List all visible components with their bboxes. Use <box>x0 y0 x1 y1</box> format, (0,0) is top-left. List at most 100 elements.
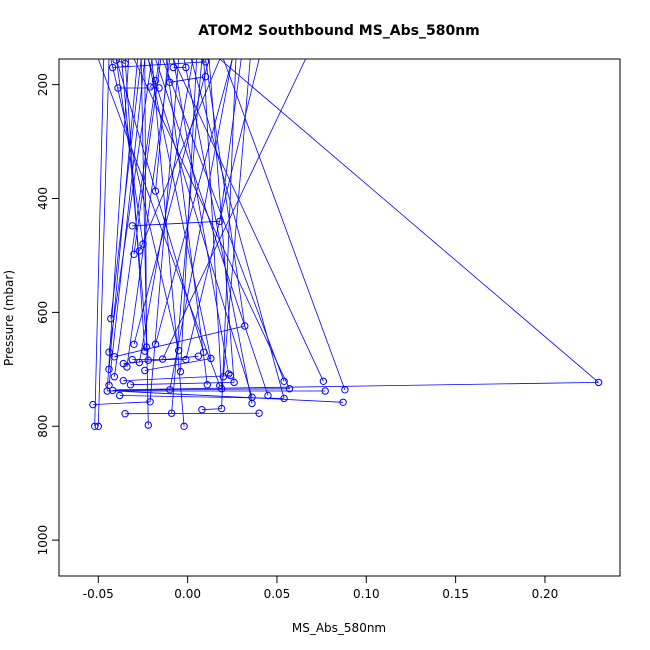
profile-line-segment <box>110 59 180 351</box>
y-tick-label: 600 <box>36 301 50 324</box>
data-point-marker <box>94 422 103 430</box>
profile-line-segment <box>92 401 151 405</box>
y-tick-label: 1000 <box>36 525 50 556</box>
profile-line-segment <box>180 59 197 372</box>
profile-line-segment <box>147 59 212 359</box>
chart-title: ATOM2 Southbound MS_Abs_580nm <box>198 23 480 39</box>
data-point-marker <box>135 358 144 367</box>
data-point-marker <box>339 398 347 406</box>
data-point-marker <box>200 348 208 356</box>
data-point-marker <box>203 381 212 389</box>
data-point-marker <box>107 314 115 323</box>
profile-line-segment <box>169 76 206 83</box>
data-point-marker <box>128 222 137 230</box>
profile-line-segment <box>116 382 599 391</box>
series-layer <box>89 59 603 430</box>
y-axis-label: Pressure (mbar) <box>2 270 16 366</box>
data-point-marker <box>144 421 153 429</box>
y-tick-label: 800 <box>36 415 50 438</box>
data-point-marker <box>108 386 117 395</box>
profile-line-segment <box>140 59 149 426</box>
x-tick-label: 0.05 <box>264 587 291 601</box>
data-point-marker <box>126 381 135 389</box>
data-point-marker <box>146 83 154 91</box>
x-axis: -0.05 0.00 0.05 0.10 0.15 0.20 <box>83 575 558 601</box>
data-point-marker <box>241 322 249 330</box>
profile-line-segment <box>112 61 206 68</box>
data-point-marker <box>180 422 188 430</box>
data-point-marker <box>121 59 129 68</box>
profile-line-segment <box>97 59 221 386</box>
data-point-marker <box>105 381 113 389</box>
data-point-marker <box>201 73 210 81</box>
profile-line-segment <box>144 358 211 371</box>
x-tick-label: 0.00 <box>174 587 201 601</box>
data-point-marker <box>201 59 210 66</box>
x-axis-label: MS_Abs_580nm <box>292 621 386 635</box>
data-point-marker <box>119 359 128 368</box>
data-point-marker <box>105 365 113 373</box>
data-point-marker <box>166 78 174 87</box>
profile-line-segment <box>114 325 245 358</box>
data-point-marker <box>141 366 149 375</box>
data-point-marker <box>139 240 147 248</box>
profile-line-segment <box>132 220 220 227</box>
data-point-marker <box>182 63 190 72</box>
profile-line-segment <box>203 59 222 389</box>
data-point-marker <box>130 340 138 348</box>
profile-line-segment <box>155 59 169 192</box>
profile-line-segment <box>155 59 233 345</box>
data-point-marker <box>319 377 328 385</box>
data-point-marker <box>594 378 603 387</box>
profile-line-segment <box>151 59 185 427</box>
profile-line-segment <box>149 59 180 402</box>
data-point-marker <box>285 385 294 393</box>
data-point-marker <box>255 409 263 417</box>
data-point-marker <box>280 394 288 403</box>
profile-line-segment <box>219 59 599 383</box>
x-tick-label: -0.05 <box>83 587 114 601</box>
profile-line-segment <box>124 59 146 352</box>
profile-line-segment <box>126 59 171 368</box>
data-point-marker <box>146 398 154 406</box>
data-point-marker <box>169 63 178 72</box>
profile-line-segment <box>94 59 105 427</box>
profile-line-segment <box>223 59 251 377</box>
data-point-marker <box>182 355 190 364</box>
data-point-marker <box>144 356 153 364</box>
y-tick-label: 200 <box>36 73 50 96</box>
profile-line-segment <box>139 59 194 363</box>
profile-line-segment <box>119 395 285 399</box>
y-axis: 200 400 600 800 1000 <box>36 73 60 556</box>
data-point-marker <box>135 247 144 255</box>
profile-line-segment <box>115 59 205 353</box>
data-point-marker <box>89 400 97 409</box>
profile-line-segment <box>149 80 156 88</box>
profile-line-segment <box>185 59 260 360</box>
data-point-marker <box>280 377 288 385</box>
profile-line-segment <box>108 59 146 386</box>
profile-line-segment <box>97 59 110 427</box>
data-point-marker <box>105 348 113 356</box>
data-point-marker <box>121 410 129 418</box>
data-point-marker <box>151 76 160 85</box>
data-point-marker <box>198 406 206 414</box>
profile-line-segment <box>123 375 231 382</box>
profile-line-segment <box>116 59 126 64</box>
data-point-marker <box>194 352 203 360</box>
profile-line-segment <box>130 382 235 386</box>
data-point-marker <box>155 84 163 92</box>
data-point-marker <box>225 370 233 378</box>
profile-line-segment <box>172 59 324 382</box>
data-point-marker <box>175 346 183 355</box>
data-point-marker <box>230 378 238 387</box>
data-point-marker <box>167 409 176 417</box>
profile-line-segment <box>205 59 246 327</box>
data-point-marker <box>166 386 174 394</box>
data-point-marker <box>114 84 122 92</box>
profile-line-segment <box>116 390 344 403</box>
data-point-marker <box>151 340 160 348</box>
profile-line-segment <box>223 59 346 390</box>
